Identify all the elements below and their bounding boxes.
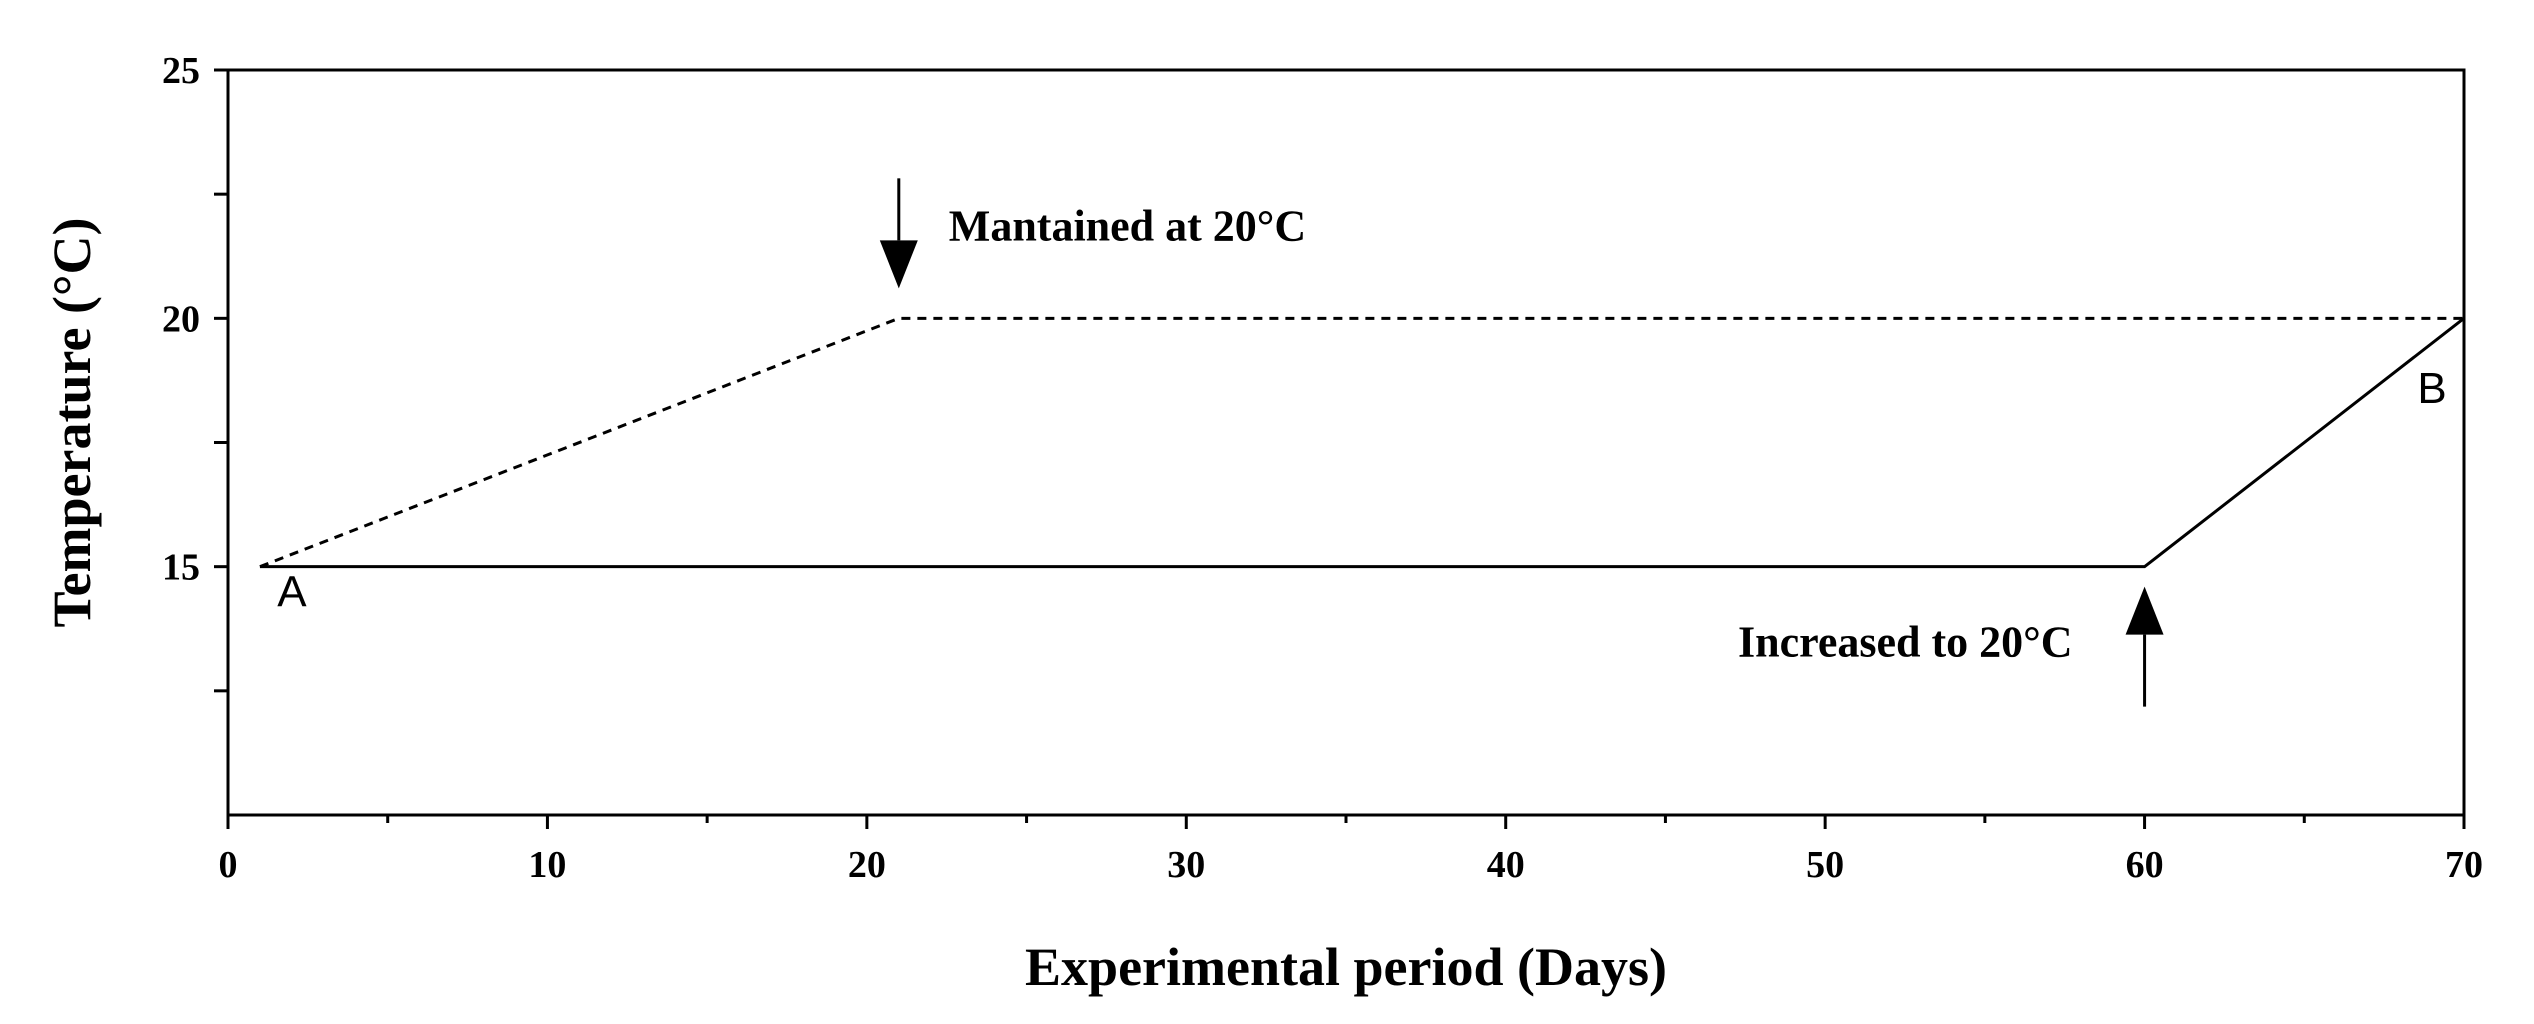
annotation-label-1: Increased to 20°C: [1738, 618, 2073, 667]
y-tick-label-15: 15: [162, 547, 200, 589]
plot-frame: [226, 68, 2466, 817]
x-tick-label-50: 50: [1806, 844, 1844, 886]
x-tick-label-20: 20: [848, 844, 886, 886]
x-tick-label-40: 40: [1487, 844, 1525, 886]
arrow-down-icon: [879, 240, 918, 289]
annotation-label-0: Mantained at 20°C: [949, 201, 1306, 250]
x-tick-label-0: 0: [219, 844, 238, 886]
series-line-dashed: [259, 316, 2464, 569]
ticks: 0 10 20 30 40 50 60 70 15 20 25: [162, 50, 2483, 886]
x-tick-label-30: 30: [1167, 844, 1205, 886]
arrow-up-icon: [2125, 586, 2164, 635]
series: [259, 316, 2465, 569]
x-tick-label-60: 60: [2126, 844, 2164, 886]
x-axis-title: Experimental period (Days): [1025, 937, 1667, 997]
y-tick-label-25: 25: [162, 50, 200, 92]
x-tick-label-10: 10: [528, 844, 566, 886]
series-line-A: [259, 317, 2465, 569]
x-tick-label-70: 70: [2445, 844, 2483, 886]
point-label-B: B: [2417, 364, 2446, 413]
axes: [226, 68, 2466, 817]
y-tick-label-20: 20: [162, 298, 200, 340]
annotations: Mantained at 20°C Increased to 20°C A B: [277, 178, 2447, 707]
y-axis-title: Temperature (°C): [42, 217, 102, 627]
point-label-A: A: [277, 567, 307, 616]
